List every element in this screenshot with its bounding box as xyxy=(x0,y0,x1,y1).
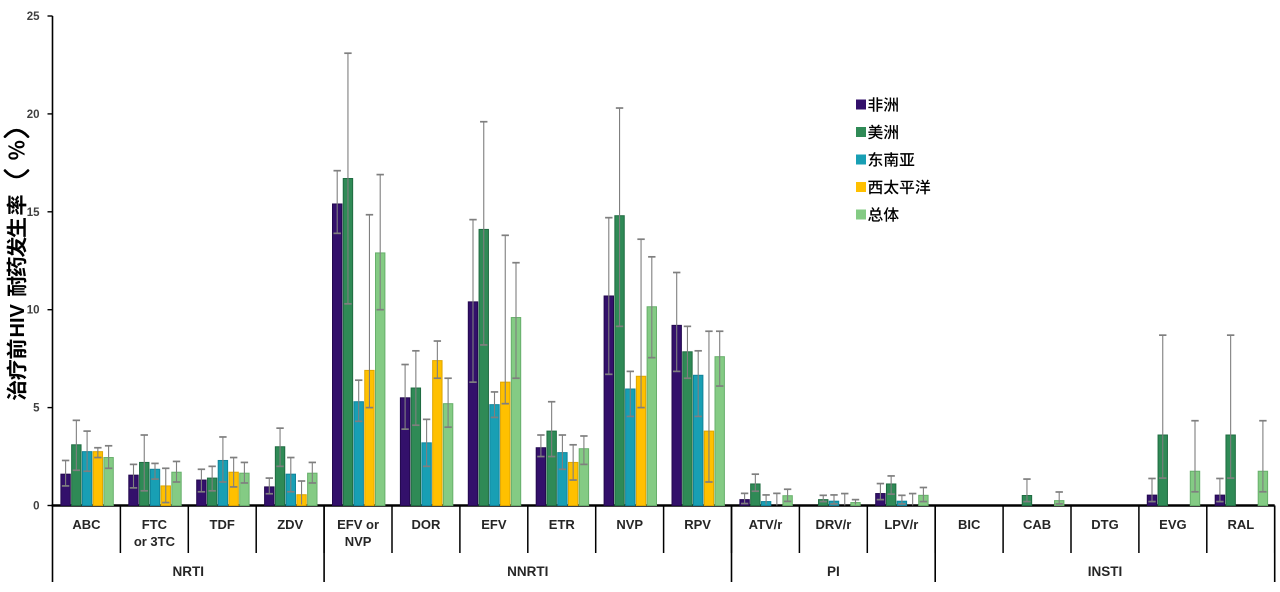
svg-text:EVG: EVG xyxy=(1159,517,1186,532)
svg-text:RAL: RAL xyxy=(1227,517,1254,532)
svg-text:EFV or: EFV or xyxy=(337,517,379,532)
svg-text:or 3TC: or 3TC xyxy=(134,534,176,549)
svg-text:DTG: DTG xyxy=(1091,517,1118,532)
svg-text:RPV: RPV xyxy=(684,517,711,532)
svg-text:NVP: NVP xyxy=(345,534,372,549)
svg-text:0: 0 xyxy=(33,501,39,513)
svg-text:ATV/r: ATV/r xyxy=(749,517,783,532)
svg-text:25: 25 xyxy=(27,11,40,23)
svg-text:LPV/r: LPV/r xyxy=(884,517,918,532)
svg-text:10: 10 xyxy=(27,305,40,317)
svg-text:FTC: FTC xyxy=(142,517,168,532)
svg-text:DRV/r: DRV/r xyxy=(815,517,851,532)
svg-text:ABC: ABC xyxy=(72,517,101,532)
svg-text:NRTI: NRTI xyxy=(173,564,205,579)
svg-text:BIC: BIC xyxy=(958,517,981,532)
svg-text:PI: PI xyxy=(827,564,840,579)
svg-text:20: 20 xyxy=(27,109,40,121)
svg-text:ZDV: ZDV xyxy=(277,517,303,532)
svg-text:NVP: NVP xyxy=(616,517,643,532)
svg-text:TDF: TDF xyxy=(210,517,235,532)
svg-text:CAB: CAB xyxy=(1023,517,1051,532)
svg-text:DOR: DOR xyxy=(411,517,441,532)
svg-text:HIV: HIV xyxy=(7,304,29,338)
svg-text:ETR: ETR xyxy=(549,517,576,532)
svg-text:EFV: EFV xyxy=(481,517,507,532)
svg-text:5: 5 xyxy=(33,403,40,415)
svg-text:NNRTI: NNRTI xyxy=(507,564,548,579)
svg-text:15: 15 xyxy=(27,207,40,219)
svg-text:INSTI: INSTI xyxy=(1088,564,1123,579)
